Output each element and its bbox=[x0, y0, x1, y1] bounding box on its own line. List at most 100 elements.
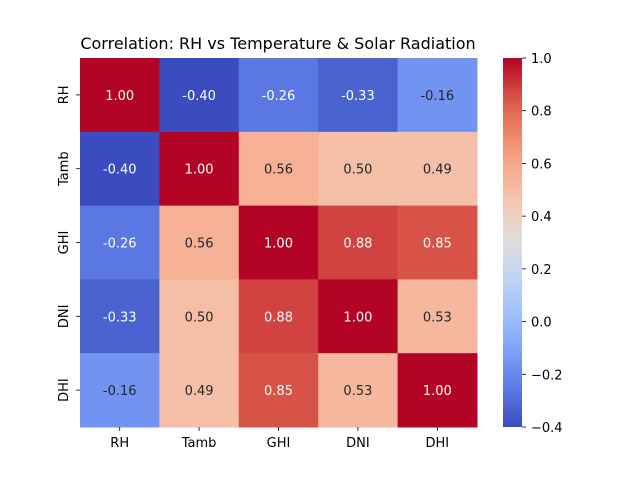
heatmap-cell-rect bbox=[397, 205, 478, 280]
cell-value-label: -0.26 bbox=[262, 89, 296, 104]
cell-value-label: -0.33 bbox=[103, 310, 137, 325]
heatmap-cell: -0.16 bbox=[397, 58, 478, 133]
cell-value-label: -0.40 bbox=[103, 163, 137, 178]
heatmap-cell: -0.33 bbox=[80, 279, 160, 354]
heatmap-cell-rect bbox=[318, 353, 399, 428]
heatmap-cell: 0.49 bbox=[159, 353, 240, 428]
y-tick-label: GHI bbox=[57, 231, 72, 255]
cell-value-label: 1.00 bbox=[343, 310, 372, 325]
heatmap-cell-rect bbox=[238, 205, 319, 280]
heatmap-cell: 0.50 bbox=[159, 279, 240, 354]
heatmap-cell-rect bbox=[159, 205, 240, 280]
heatmap-cell: 0.88 bbox=[318, 205, 399, 280]
heatmap-cell: 1.00 bbox=[80, 58, 160, 133]
colorbar-tick-label: −0.2 bbox=[531, 368, 563, 383]
heatmap-cell-rect bbox=[238, 279, 319, 354]
heatmap-cell: 0.85 bbox=[238, 353, 319, 428]
heatmap-cell: -0.40 bbox=[80, 131, 160, 207]
heatmap-cell-rect bbox=[80, 279, 160, 354]
heatmap-cell: 0.56 bbox=[159, 205, 240, 280]
heatmap-cell: 0.85 bbox=[397, 205, 478, 280]
y-tick-label: DNI bbox=[57, 305, 72, 329]
x-tick-label: DHI bbox=[425, 436, 449, 451]
cell-value-label: 0.85 bbox=[423, 237, 452, 252]
heatmap-cell-rect bbox=[318, 131, 399, 207]
heatmap-cell-rect bbox=[238, 58, 319, 133]
heatmap-cell: 0.49 bbox=[397, 131, 478, 207]
heatmap-cell-rect bbox=[238, 131, 319, 207]
heatmap-cell-rect bbox=[318, 205, 399, 280]
cell-value-label: 0.56 bbox=[185, 237, 214, 252]
cell-value-label: 0.49 bbox=[185, 384, 214, 399]
x-tick-label: RH bbox=[110, 436, 129, 451]
cell-value-label: 0.56 bbox=[264, 163, 293, 178]
cell-value-label: 1.00 bbox=[105, 89, 134, 104]
x-tick-label: GHI bbox=[267, 436, 291, 451]
colorbar: 1.0 0.8 0.6 0.4 0.2 0.0 −0.2 −0.4 bbox=[503, 52, 563, 436]
chart-title: Correlation: RH vs Temperature & Solar R… bbox=[80, 34, 475, 53]
heatmap-cell-rect bbox=[318, 58, 399, 133]
heatmap-cell-rect bbox=[80, 58, 160, 133]
heatmap-cells: 1.00 -0.40 -0.26 -0.33 -0.16 -0.40 1.00 0.56 0.5… bbox=[80, 58, 478, 428]
cell-value-label: 1.00 bbox=[264, 237, 293, 252]
cell-value-label: 0.85 bbox=[264, 384, 293, 399]
heatmap-cell: 0.56 bbox=[238, 131, 319, 207]
cell-value-label: -0.16 bbox=[420, 89, 454, 104]
heatmap-cell-rect bbox=[397, 58, 478, 133]
heatmap-cell-rect bbox=[159, 131, 240, 207]
heatmap-cell-rect bbox=[80, 131, 160, 207]
cell-value-label: 0.88 bbox=[264, 310, 293, 325]
heatmap-cell: 1.00 bbox=[159, 131, 240, 207]
cell-value-label: -0.33 bbox=[341, 89, 375, 104]
heatmap-cell-rect bbox=[397, 279, 478, 354]
colorbar-tick-label: 1.0 bbox=[531, 52, 552, 67]
heatmap-cell: 0.53 bbox=[397, 279, 478, 354]
heatmap-cell: 1.00 bbox=[318, 279, 399, 354]
heatmap-cell-rect bbox=[80, 353, 160, 428]
cell-value-label: 0.50 bbox=[343, 163, 372, 178]
cell-value-label: 0.53 bbox=[343, 384, 372, 399]
heatmap-cell-rect bbox=[80, 205, 160, 280]
y-tick-label: DHI bbox=[57, 378, 72, 402]
cell-value-label: 0.50 bbox=[185, 310, 214, 325]
colorbar-tick-label: 0.8 bbox=[531, 105, 552, 120]
y-tick-label: Tamb bbox=[57, 151, 72, 187]
heatmap-cell: 0.53 bbox=[318, 353, 399, 428]
cell-value-label: 1.00 bbox=[185, 163, 214, 178]
cell-value-label: 0.88 bbox=[343, 237, 372, 252]
heatmap-cell: -0.40 bbox=[159, 58, 240, 133]
y-axis-ticks: RH Tamb GHI DNI DHI bbox=[57, 85, 80, 402]
cell-value-label: 0.53 bbox=[423, 310, 452, 325]
heatmap-cell-rect bbox=[159, 279, 240, 354]
heatmap-cell: -0.26 bbox=[80, 205, 160, 280]
colorbar-gradient bbox=[503, 58, 522, 427]
y-tick-label: RH bbox=[57, 85, 72, 104]
cell-value-label: -0.16 bbox=[103, 384, 137, 399]
cell-value-label: -0.40 bbox=[182, 89, 216, 104]
x-tick-label: Tamb bbox=[181, 436, 217, 451]
heatmap-cell: 1.00 bbox=[238, 205, 319, 280]
colorbar-tick-label: 0.0 bbox=[531, 316, 552, 331]
heatmap-cell: 0.88 bbox=[238, 279, 319, 354]
heatmap-cell: -0.33 bbox=[318, 58, 399, 133]
heatmap-cell: 0.50 bbox=[318, 131, 399, 207]
heatmap-cell: -0.26 bbox=[238, 58, 319, 133]
heatmap-cell: 1.00 bbox=[397, 353, 478, 428]
colorbar-tick-label: 0.6 bbox=[531, 157, 552, 172]
colorbar-tick-label: −0.4 bbox=[531, 421, 563, 436]
heatmap-cell-rect bbox=[238, 353, 319, 428]
heatmap-cell-rect bbox=[318, 279, 399, 354]
x-axis-ticks: RH Tamb GHI DNI DHI bbox=[110, 427, 449, 451]
heatmap-cell: -0.16 bbox=[80, 353, 160, 428]
heatmap-cell-rect bbox=[159, 353, 240, 428]
cell-value-label: -0.26 bbox=[103, 237, 137, 252]
cell-value-label: 0.49 bbox=[423, 163, 452, 178]
x-tick-label: DNI bbox=[346, 436, 370, 451]
heatmap-cell-rect bbox=[397, 353, 478, 428]
cell-value-label: 1.00 bbox=[423, 384, 452, 399]
heatmap-cell-rect bbox=[159, 58, 240, 133]
heatmap-cell-rect bbox=[397, 131, 478, 207]
colorbar-tick-label: 0.4 bbox=[531, 210, 552, 225]
